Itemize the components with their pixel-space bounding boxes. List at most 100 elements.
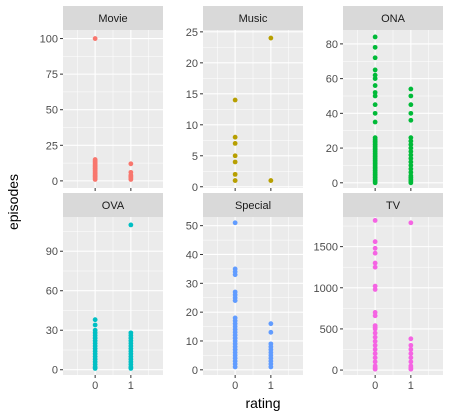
facet-ova: OVA 0 30 60 90 0 1 — [46, 193, 163, 392]
facet-label-tv: TV — [386, 200, 401, 212]
data-point-ona — [408, 138, 414, 144]
facet-ona: ONA 0 20 40 60 80 — [326, 6, 443, 191]
x-tick-label: 0 — [372, 380, 378, 392]
data-point-tv — [408, 336, 414, 342]
facet-strip-tv — [343, 193, 443, 217]
data-point-music — [232, 178, 238, 183]
y-tick-label: 50 — [186, 221, 198, 233]
data-point-ona — [372, 67, 378, 73]
y-tick-label: 0 — [52, 176, 58, 188]
data-point-tv — [408, 347, 414, 352]
y-tick-label: 500 — [320, 324, 338, 336]
data-point-special — [232, 272, 238, 278]
data-point-tv — [372, 326, 378, 332]
data-point-music — [232, 140, 238, 146]
data-point-ova — [128, 366, 134, 371]
y-tick-label: 20 — [186, 307, 198, 319]
data-point-ona — [408, 163, 414, 168]
facet-strip-special — [203, 193, 303, 217]
facet-label-special: Special — [235, 200, 271, 212]
data-point-ona — [372, 102, 378, 108]
y-tick-label: 1500 — [314, 242, 338, 254]
facet-label-music: Music — [239, 13, 268, 25]
data-point-tv — [372, 287, 378, 292]
data-point-ona — [408, 110, 414, 116]
data-point-tv — [408, 351, 414, 357]
data-point-ona — [372, 180, 378, 186]
data-point-ona — [408, 149, 414, 154]
facet-music: Music 0 5 10 15 20 25 — [186, 6, 303, 194]
data-point-music — [232, 97, 238, 103]
y-tick-label: 30 — [46, 325, 58, 337]
y-tick-label: 1000 — [314, 283, 338, 295]
data-point-special — [268, 321, 274, 327]
data-point-tv — [372, 218, 378, 223]
y-tick-label: 0 — [52, 365, 58, 377]
x-tick-label: 0 — [92, 380, 98, 392]
data-point-tv — [372, 239, 378, 245]
data-point-ova — [92, 322, 98, 328]
data-point-ona — [408, 117, 414, 123]
data-point-music — [232, 134, 238, 140]
facet-tv: TV 0 500 1000 1500 0 1 — [314, 193, 443, 392]
y-tick-label: 90 — [46, 246, 58, 258]
y-tick-label: 75 — [46, 69, 58, 81]
data-point-tv — [408, 355, 414, 361]
data-point-ova — [128, 222, 134, 228]
y-tick-label: 0 — [332, 178, 338, 190]
data-point-special — [232, 298, 238, 304]
data-point-music — [232, 153, 238, 159]
data-point-tv — [372, 310, 378, 315]
x-tick-label: 1 — [408, 380, 414, 392]
y-tick-label: 50 — [46, 105, 58, 117]
x-axis-title: rating — [245, 395, 280, 411]
data-point-ona — [372, 44, 378, 50]
data-point-ona — [372, 110, 378, 116]
data-point-tv — [372, 347, 378, 352]
data-point-ona — [408, 159, 414, 165]
y-tick-label: 25 — [186, 27, 198, 39]
facet-movie: Movie 0 25 50 75 100 — [40, 6, 163, 191]
data-point-tv — [372, 359, 378, 365]
y-tick-label: 60 — [326, 74, 338, 86]
y-tick-label: 0 — [192, 365, 198, 377]
data-point-ona — [372, 119, 378, 125]
data-point-ona — [372, 83, 378, 88]
facet-strip-ova — [63, 193, 163, 217]
data-point-tv — [372, 355, 378, 361]
data-point-tv — [408, 359, 414, 365]
data-point-ova — [92, 317, 98, 323]
y-tick-label: 30 — [186, 278, 198, 290]
data-point-tv — [372, 334, 378, 340]
y-tick-label: 40 — [186, 249, 198, 261]
y-tick-label: 0 — [192, 182, 198, 194]
y-tick-label: 5 — [192, 151, 198, 163]
data-point-ona — [408, 169, 414, 175]
y-tick-label: 10 — [186, 120, 198, 132]
data-point-tv — [408, 220, 414, 226]
y-tick-label: 20 — [186, 58, 198, 70]
y-axis-title: episodes — [5, 174, 21, 230]
data-point-tv — [372, 330, 378, 336]
data-point-special — [268, 364, 274, 370]
facet-label-movie: Movie — [98, 13, 127, 25]
data-point-tv — [372, 283, 378, 289]
data-point-music — [232, 159, 238, 165]
y-tick-label: 0 — [332, 365, 338, 377]
facet-strip-ona — [343, 6, 443, 30]
facet-label-ova: OVA — [102, 200, 125, 212]
data-point-ona — [408, 180, 414, 186]
data-point-ona — [408, 142, 414, 147]
y-tick-label: 60 — [46, 286, 58, 298]
facet-special: Special 0 10 20 30 40 50 0 1 — [186, 193, 303, 392]
y-tick-label: 20 — [326, 143, 338, 155]
y-tick-label: 15 — [186, 89, 198, 101]
data-point-ona — [372, 34, 378, 40]
data-point-tv — [372, 366, 378, 372]
data-point-ona — [372, 90, 378, 95]
x-tick-label: 1 — [128, 380, 134, 392]
data-point-ona — [372, 55, 378, 61]
facet-strip-music — [203, 6, 303, 30]
